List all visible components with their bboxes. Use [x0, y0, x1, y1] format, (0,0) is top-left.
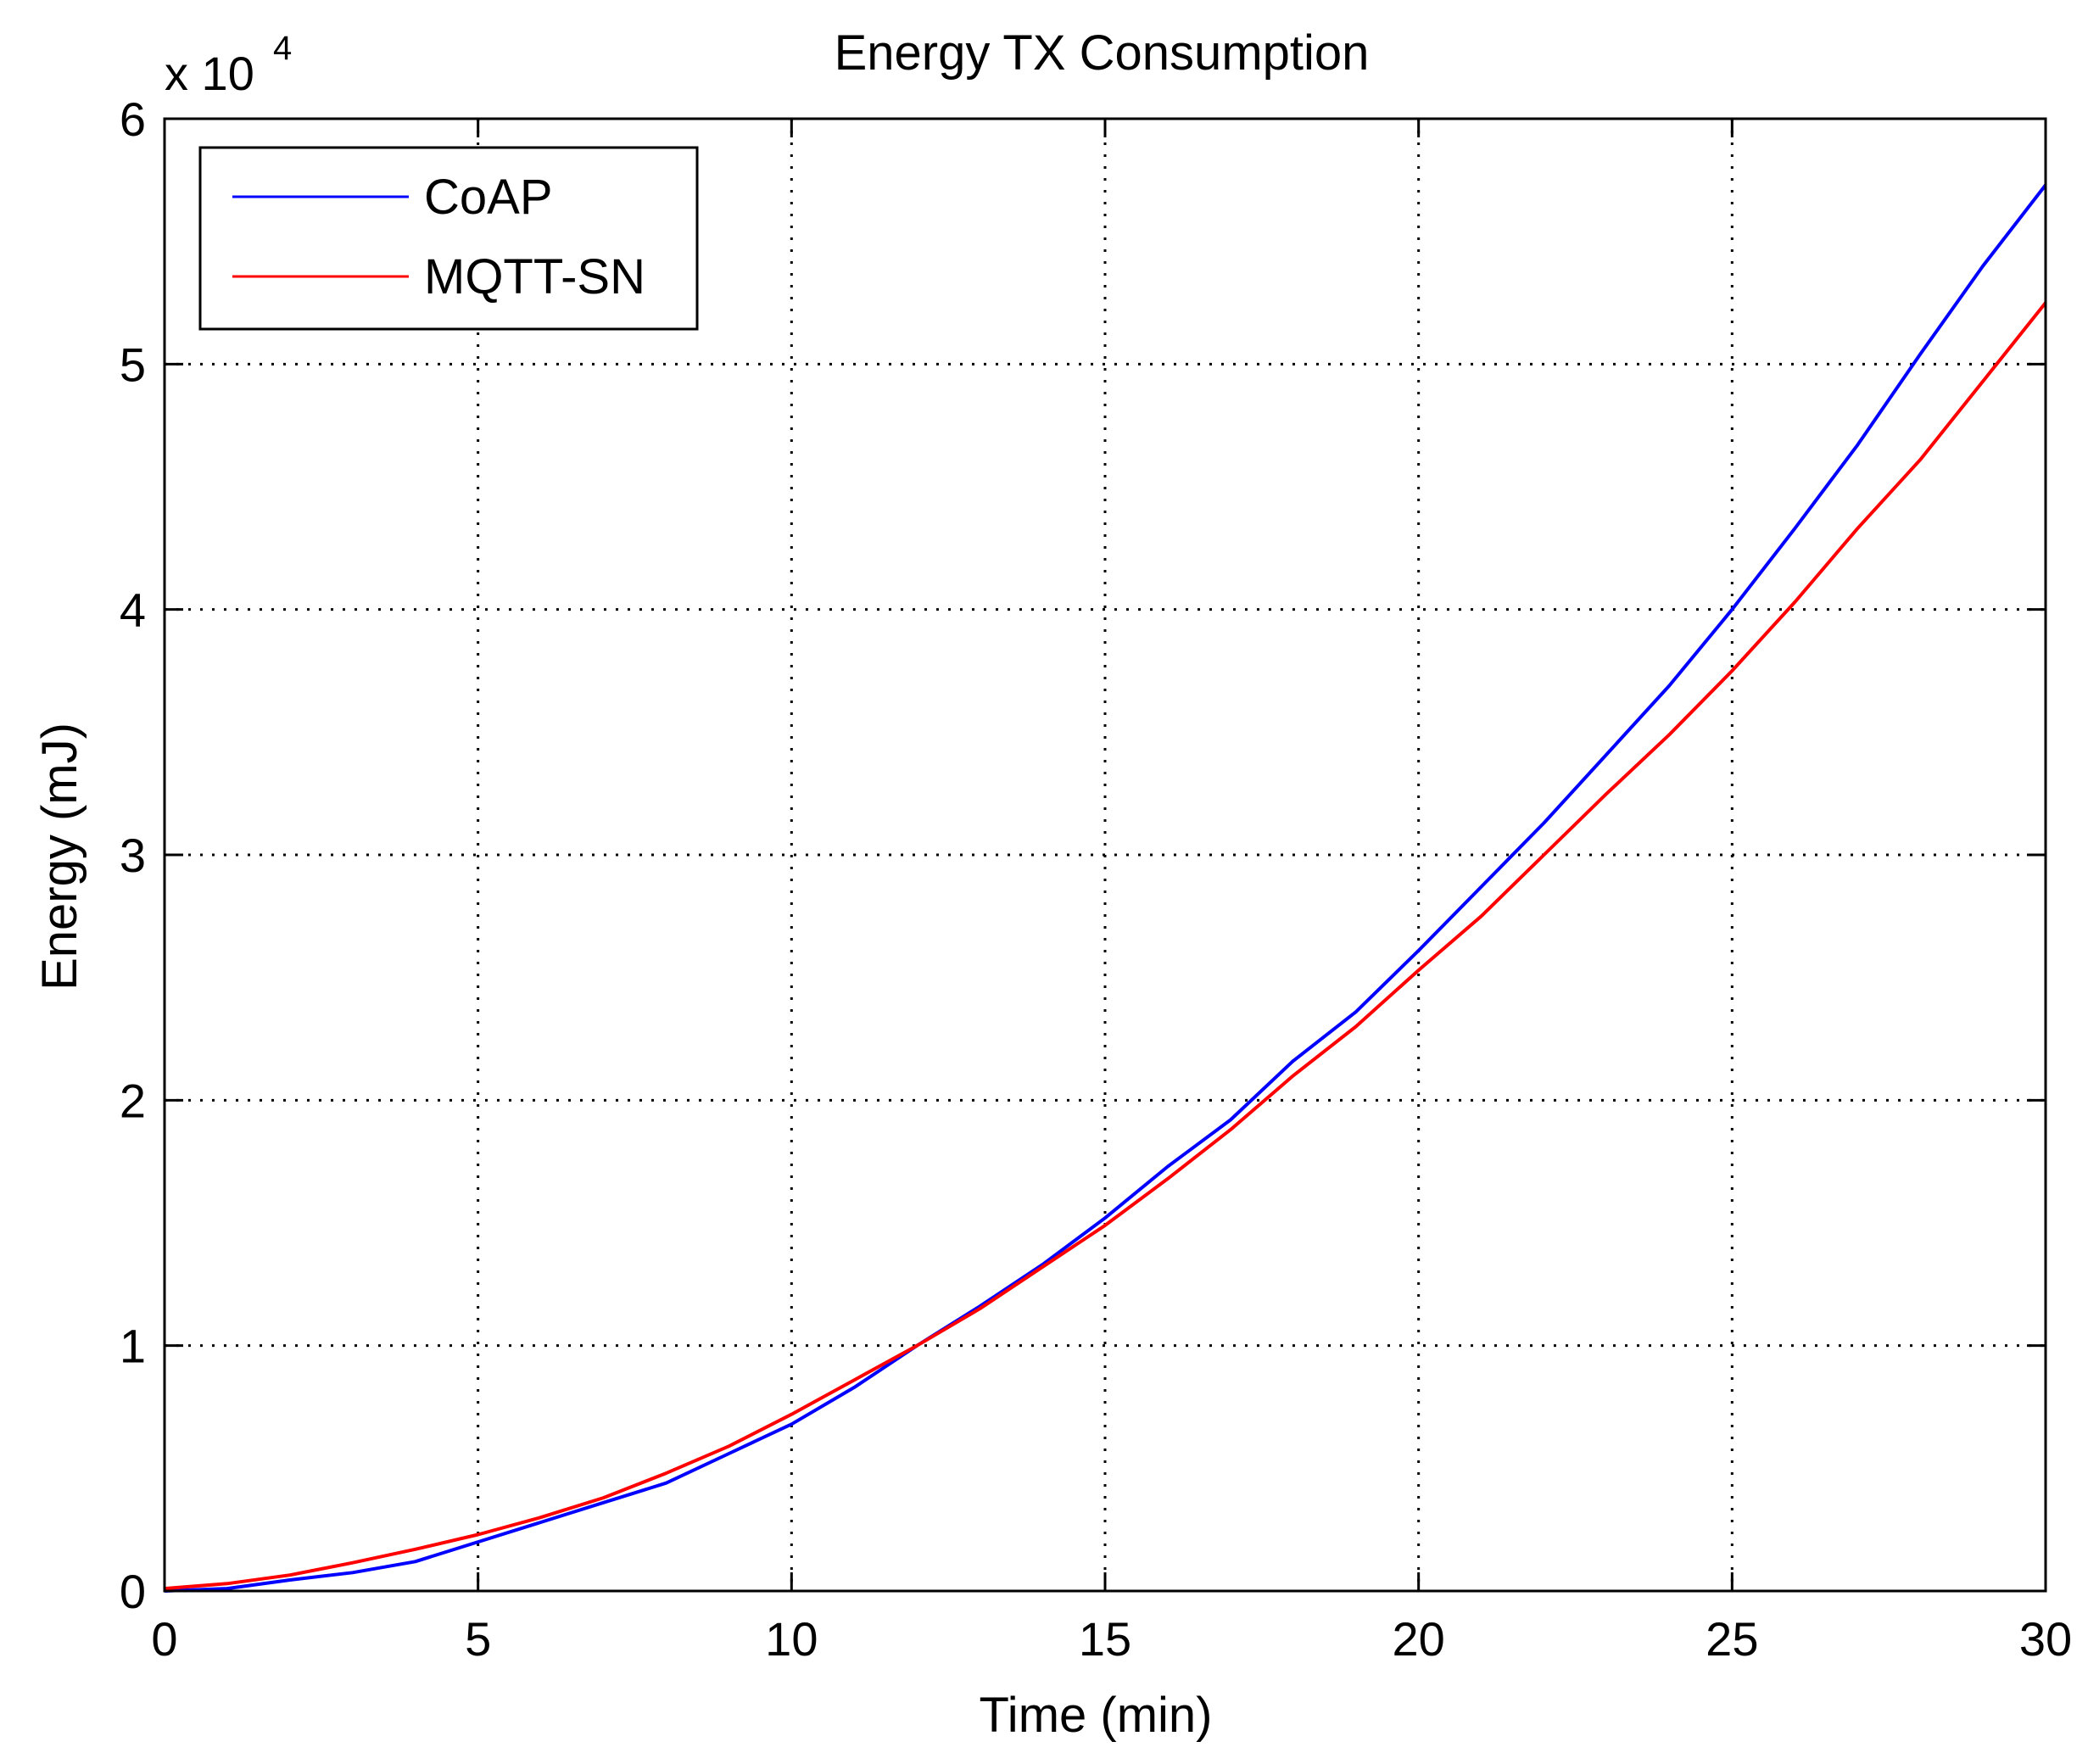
x-tick-label: 25: [1706, 1612, 1758, 1666]
series-line-coap: [164, 183, 2047, 1593]
y-tick-label: 4: [120, 583, 146, 637]
x-tick-labels: 0 5 10 15 20 25 30: [151, 1612, 2072, 1666]
y-tick-label: 5: [120, 338, 146, 391]
y-tick-label: 1: [120, 1320, 146, 1373]
y-tick-labels: 0 1 2 3 4 5 6: [120, 92, 146, 1618]
x-tick-label: 30: [2019, 1612, 2072, 1666]
y-tick-label: 2: [120, 1074, 146, 1127]
grid: [165, 119, 2046, 1591]
series-lines: [164, 183, 2047, 1593]
legend: CoAP MQTT-SN: [198, 146, 699, 331]
x-tick-label: 10: [765, 1612, 818, 1666]
y-exponent-base: x 10: [165, 47, 254, 100]
x-axis-label: Time (min): [980, 1688, 1213, 1743]
legend-entry-coap: CoAP: [424, 170, 553, 225]
y-tick-label: 3: [120, 829, 146, 882]
legend-box: [198, 146, 699, 331]
y-tick-label: 0: [120, 1565, 146, 1618]
legend-entry-mqtt-sn: MQTT-SN: [424, 249, 645, 304]
x-tick-label: 0: [151, 1612, 177, 1666]
x-tick-label: 15: [1079, 1612, 1131, 1666]
y-exponent-power: 4: [273, 30, 292, 67]
x-tick-label: 20: [1393, 1612, 1445, 1666]
x-tick-label: 5: [465, 1612, 491, 1666]
y-axis-label: Energy (mJ): [32, 723, 87, 991]
ticks: [163, 117, 2047, 1593]
series-line-mqtt-sn: [164, 301, 2047, 1591]
chart-title: Energy TX Consumption: [835, 25, 1370, 81]
y-tick-label: 6: [120, 92, 146, 146]
y-exponent-label: x 10 4: [165, 30, 292, 100]
